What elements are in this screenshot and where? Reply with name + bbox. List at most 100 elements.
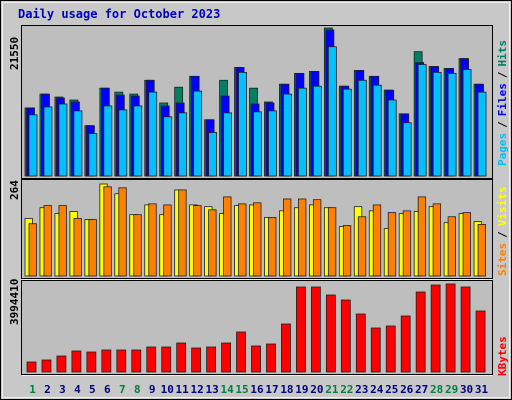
bar bbox=[387, 99, 397, 177]
legend-entry: Files bbox=[496, 83, 509, 116]
bar bbox=[327, 207, 337, 277]
bar bbox=[86, 351, 97, 373]
bar bbox=[161, 346, 172, 373]
bar bbox=[178, 112, 188, 177]
x-tick-label: 9 bbox=[149, 383, 156, 396]
bar bbox=[238, 72, 247, 177]
x-tick-label: 5 bbox=[89, 383, 96, 396]
x-tick-label: 28 bbox=[430, 383, 443, 396]
bar bbox=[208, 209, 217, 277]
y-tick-label: 264 bbox=[8, 180, 21, 200]
bar bbox=[116, 349, 127, 373]
bar bbox=[103, 105, 113, 177]
legend-entry: Hits bbox=[496, 40, 509, 67]
bar bbox=[163, 204, 172, 277]
bar bbox=[325, 294, 336, 373]
bar bbox=[238, 203, 247, 277]
bar bbox=[298, 87, 307, 177]
x-tick-label: 8 bbox=[134, 383, 141, 396]
bar bbox=[268, 110, 277, 177]
bar bbox=[342, 88, 352, 177]
x-tick-label: 4 bbox=[74, 383, 81, 396]
bar bbox=[56, 355, 67, 373]
legend-entry: Sites bbox=[496, 243, 509, 276]
x-tick-label: 11 bbox=[176, 383, 190, 396]
bar bbox=[477, 91, 487, 177]
legend-entry: KBytes bbox=[496, 336, 509, 376]
bar bbox=[101, 349, 112, 373]
x-tick-label: 2 bbox=[44, 383, 51, 396]
bar bbox=[400, 315, 411, 373]
bar bbox=[402, 210, 412, 277]
bar bbox=[460, 286, 471, 373]
bar bbox=[28, 114, 38, 177]
bar bbox=[312, 85, 322, 177]
bar bbox=[268, 217, 277, 277]
bar bbox=[357, 216, 367, 277]
bar bbox=[43, 205, 52, 277]
bar bbox=[327, 46, 337, 177]
bar bbox=[73, 110, 83, 177]
bar bbox=[447, 72, 457, 177]
bar bbox=[28, 223, 37, 277]
x-tick-label: 27 bbox=[415, 383, 428, 396]
bar bbox=[26, 361, 37, 373]
bar bbox=[58, 205, 67, 277]
bar bbox=[208, 132, 218, 177]
x-tick-label: 13 bbox=[205, 383, 218, 396]
bar bbox=[372, 84, 382, 177]
x-tick-label: 30 bbox=[460, 383, 473, 396]
bar bbox=[355, 313, 366, 373]
bar bbox=[176, 342, 187, 373]
x-tick-label: 19 bbox=[295, 383, 308, 396]
bar bbox=[475, 310, 486, 373]
bar bbox=[402, 122, 412, 177]
bar bbox=[253, 111, 262, 177]
x-tick-label: 17 bbox=[265, 383, 278, 396]
x-tick-label: 26 bbox=[400, 383, 414, 396]
bar bbox=[146, 346, 157, 373]
y-tick-label: 3994410 bbox=[8, 279, 21, 325]
bar bbox=[296, 286, 306, 373]
x-tick-label: 15 bbox=[235, 383, 248, 396]
bar bbox=[432, 72, 442, 177]
x-tick-label: 6 bbox=[104, 383, 111, 396]
bar bbox=[385, 325, 396, 373]
bar bbox=[417, 196, 427, 277]
x-tick-label: 22 bbox=[340, 383, 353, 396]
x-tick-label: 12 bbox=[191, 383, 204, 396]
bar bbox=[73, 218, 82, 277]
bar bbox=[133, 105, 143, 177]
bar bbox=[43, 106, 53, 177]
bar bbox=[266, 343, 276, 373]
bar bbox=[281, 323, 291, 373]
bar bbox=[193, 90, 203, 177]
legend-separator: / bbox=[496, 71, 509, 78]
legend: Pages / Files / Hits bbox=[496, 40, 509, 166]
bar bbox=[131, 349, 142, 373]
x-tick-label: 20 bbox=[310, 383, 323, 396]
bar bbox=[88, 133, 98, 177]
bar bbox=[340, 299, 351, 373]
bar bbox=[342, 225, 352, 277]
legend: Sites / Visits bbox=[496, 187, 509, 277]
bar bbox=[193, 205, 202, 277]
x-tick-label: 16 bbox=[250, 383, 264, 396]
bar bbox=[133, 214, 142, 277]
bar bbox=[148, 91, 158, 177]
bar bbox=[178, 189, 187, 277]
x-tick-label: 23 bbox=[355, 383, 368, 396]
x-tick-label: 10 bbox=[161, 383, 174, 396]
legend-entry: Visits bbox=[496, 187, 509, 227]
bar bbox=[447, 216, 456, 277]
legend: KBytes bbox=[496, 336, 509, 376]
y-tick-label: 21550 bbox=[8, 37, 21, 70]
bar bbox=[88, 219, 97, 277]
bar bbox=[370, 327, 381, 373]
bar bbox=[387, 212, 397, 277]
chart-title: Daily usage for October 2023 bbox=[18, 7, 220, 21]
bar bbox=[103, 186, 112, 277]
bar bbox=[357, 79, 367, 177]
